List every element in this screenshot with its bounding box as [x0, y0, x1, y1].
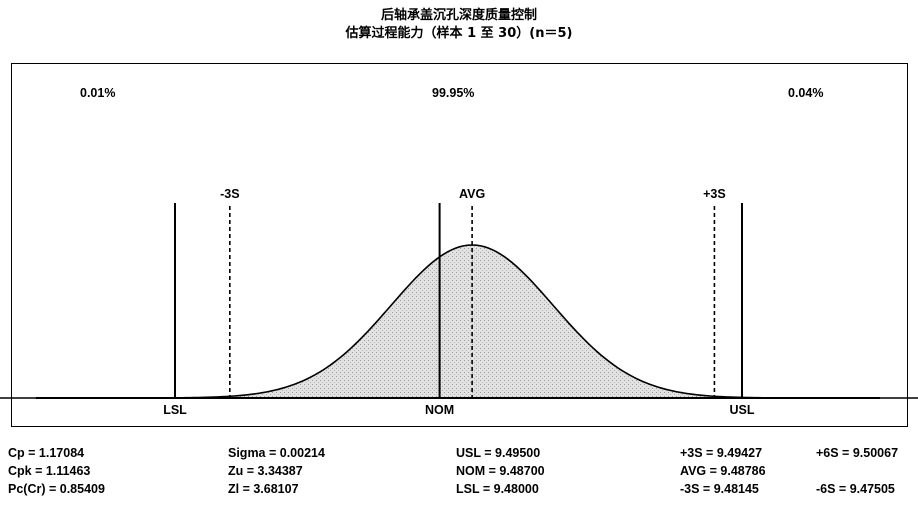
stat-plus3s: +3S = 9.49427 — [680, 446, 763, 460]
lsl-label: LSL — [163, 403, 187, 417]
stat-usl: USL = 9.49500 — [456, 446, 541, 460]
usl-label: USL — [730, 403, 755, 417]
avg-label: AVG — [459, 187, 485, 201]
stat-lsl: LSL = 9.48000 — [456, 482, 539, 496]
pct-below-lsl: 0.01% — [80, 86, 116, 100]
stat-zl: Zl = 3.68107 — [228, 482, 299, 496]
stat-nom: NOM = 9.48700 — [456, 464, 545, 478]
stat-cpk: Cpk = 1.11463 — [8, 464, 91, 478]
stat-minus6s: -6S = 9.47505 — [816, 482, 895, 496]
nom-label: NOM — [425, 403, 454, 417]
stat-minus3s: -3S = 9.48145 — [680, 482, 759, 496]
distribution-fill — [0, 245, 918, 398]
pct-above-usl: 0.04% — [788, 86, 824, 100]
stat-avg: AVG = 9.48786 — [680, 464, 766, 478]
pct-within: 99.95% — [432, 86, 475, 100]
chart-subtitle: 估算过程能力（样本 1 至 30）(n＝5) — [345, 26, 573, 41]
stat-cp: Cp = 1.17084 — [8, 446, 85, 460]
plot-frame — [11, 63, 908, 427]
plus3s-label: +3S — [703, 187, 726, 201]
stat-pccr: Pc(Cr) = 0.85409 — [8, 482, 105, 496]
stat-plus6s: +6S = 9.50067 — [816, 446, 899, 460]
chart-title: 后轴承盖沉孔深度质量控制 — [380, 8, 537, 23]
stat-zu: Zu = 3.34387 — [228, 464, 303, 478]
stat-sigma: Sigma = 0.00214 — [228, 446, 325, 460]
minus3s-label: -3S — [220, 187, 239, 201]
